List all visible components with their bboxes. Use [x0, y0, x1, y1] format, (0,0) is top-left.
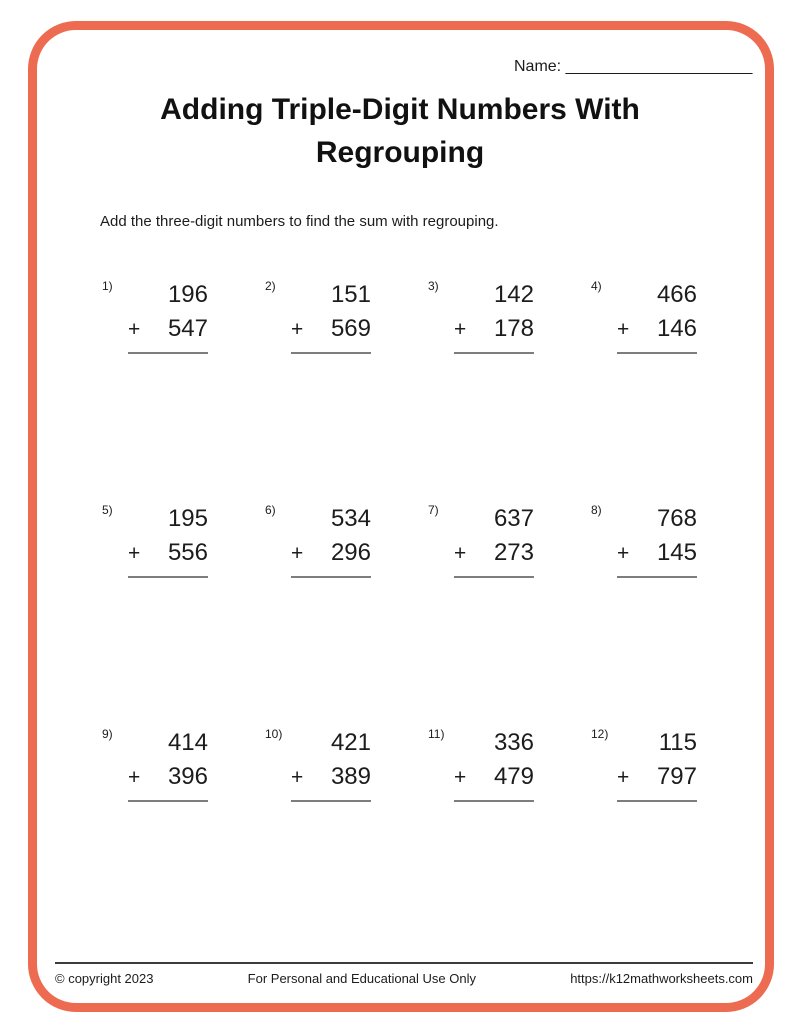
plus-operator: + — [128, 542, 141, 565]
bottom-addend: 178 — [493, 315, 534, 342]
sum-line — [128, 800, 208, 802]
problem-work: 534 + 296 — [291, 502, 371, 578]
name-field-row: Name: _____________________ — [514, 58, 752, 76]
problem-number: 3) — [428, 279, 439, 293]
top-addend: 768 — [656, 505, 697, 532]
bottom-addend: 547 — [167, 315, 208, 342]
top-addend: 414 — [167, 729, 208, 756]
problem-work: 637 + 273 — [454, 502, 534, 578]
footer-url-link[interactable]: https://k12mathworksheets.com — [570, 971, 753, 986]
sum-line — [291, 352, 371, 354]
name-blank-line: _____________________ — [565, 58, 753, 75]
problem-6: 6) 534 + 296 — [265, 502, 428, 726]
plus-operator: + — [291, 318, 304, 341]
problem-number: 9) — [102, 727, 113, 741]
problem-number: 6) — [265, 503, 276, 517]
problem-number: 7) — [428, 503, 439, 517]
footer-copyright: © copyright 2023 — [55, 971, 154, 986]
sum-line — [128, 352, 208, 354]
problem-work: 466 + 146 — [617, 278, 697, 354]
plus-operator: + — [128, 766, 141, 789]
page-border — [28, 21, 774, 1012]
problem-12: 12) 115 + 797 — [591, 726, 754, 950]
bottom-addend: 556 — [167, 539, 208, 566]
top-addend: 466 — [656, 281, 697, 308]
bottom-addend: 396 — [167, 763, 208, 790]
problem-9: 9) 414 + 396 — [102, 726, 265, 950]
problem-number: 12) — [591, 727, 609, 741]
problem-3: 3) 142 + 178 — [428, 278, 591, 502]
sum-line — [454, 800, 534, 802]
problem-work: 196 + 547 — [128, 278, 208, 354]
problem-work: 421 + 389 — [291, 726, 371, 802]
top-addend: 336 — [493, 729, 534, 756]
problem-number: 4) — [591, 279, 602, 293]
problem-1: 1) 196 + 547 — [102, 278, 265, 502]
bottom-addend: 273 — [493, 539, 534, 566]
plus-operator: + — [454, 318, 467, 341]
top-addend: 421 — [330, 729, 371, 756]
problem-number: 2) — [265, 279, 276, 293]
problem-work: 151 + 569 — [291, 278, 371, 354]
bottom-addend: 146 — [656, 315, 697, 342]
problem-work: 768 + 145 — [617, 502, 697, 578]
problem-work: 414 + 396 — [128, 726, 208, 802]
plus-operator: + — [617, 542, 630, 565]
plus-operator: + — [128, 318, 141, 341]
page-title-line1: Adding Triple-Digit Numbers With — [160, 93, 640, 126]
page-title: Adding Triple-Digit Numbers With Regroup… — [0, 88, 800, 174]
problem-number: 1) — [102, 279, 113, 293]
name-label: Name: — [514, 58, 562, 75]
problem-7: 7) 637 + 273 — [428, 502, 591, 726]
sum-line — [454, 352, 534, 354]
problems-grid: 1) 196 + 547 2) 151 + 569 3) 142 + 178 — [102, 278, 754, 950]
plus-operator: + — [291, 542, 304, 565]
plus-operator: + — [454, 542, 467, 565]
footer: © copyright 2023 For Personal and Educat… — [55, 971, 753, 986]
bottom-addend: 797 — [656, 763, 697, 790]
problem-number: 5) — [102, 503, 113, 517]
top-addend: 534 — [330, 505, 371, 532]
top-addend: 115 — [658, 729, 697, 756]
top-addend: 637 — [493, 505, 534, 532]
bottom-addend: 389 — [330, 763, 371, 790]
problem-work: 115 + 797 — [617, 726, 697, 802]
footer-divider — [55, 962, 753, 964]
bottom-addend: 145 — [656, 539, 697, 566]
top-addend: 151 — [330, 281, 371, 308]
page-title-line2: Regrouping — [315, 136, 485, 169]
problem-work: 142 + 178 — [454, 278, 534, 354]
sum-line — [291, 800, 371, 802]
sum-line — [617, 800, 697, 802]
sum-line — [617, 352, 697, 354]
top-addend: 142 — [493, 281, 534, 308]
footer-usage-note: For Personal and Educational Use Only — [247, 971, 477, 986]
sum-line — [454, 576, 534, 578]
sum-line — [617, 576, 697, 578]
plus-operator: + — [291, 766, 304, 789]
problem-work: 336 + 479 — [454, 726, 534, 802]
plus-operator: + — [454, 766, 467, 789]
problem-work: 195 + 556 — [128, 502, 208, 578]
problem-11: 11) 336 + 479 — [428, 726, 591, 950]
problem-4: 4) 466 + 146 — [591, 278, 754, 502]
top-addend: 196 — [167, 281, 208, 308]
sum-line — [128, 576, 208, 578]
bottom-addend: 296 — [330, 539, 371, 566]
sum-line — [291, 576, 371, 578]
plus-operator: + — [617, 766, 630, 789]
problem-8: 8) 768 + 145 — [591, 502, 754, 726]
problem-5: 5) 195 + 556 — [102, 502, 265, 726]
bottom-addend: 479 — [493, 763, 534, 790]
problem-number: 11) — [428, 727, 445, 741]
problem-number: 8) — [591, 503, 602, 517]
plus-operator: + — [617, 318, 630, 341]
problem-number: 10) — [265, 727, 283, 741]
problem-2: 2) 151 + 569 — [265, 278, 428, 502]
top-addend: 195 — [167, 505, 208, 532]
bottom-addend: 569 — [330, 315, 371, 342]
instruction-text: Add the three-digit numbers to find the … — [100, 213, 499, 230]
problem-10: 10) 421 + 389 — [265, 726, 428, 950]
